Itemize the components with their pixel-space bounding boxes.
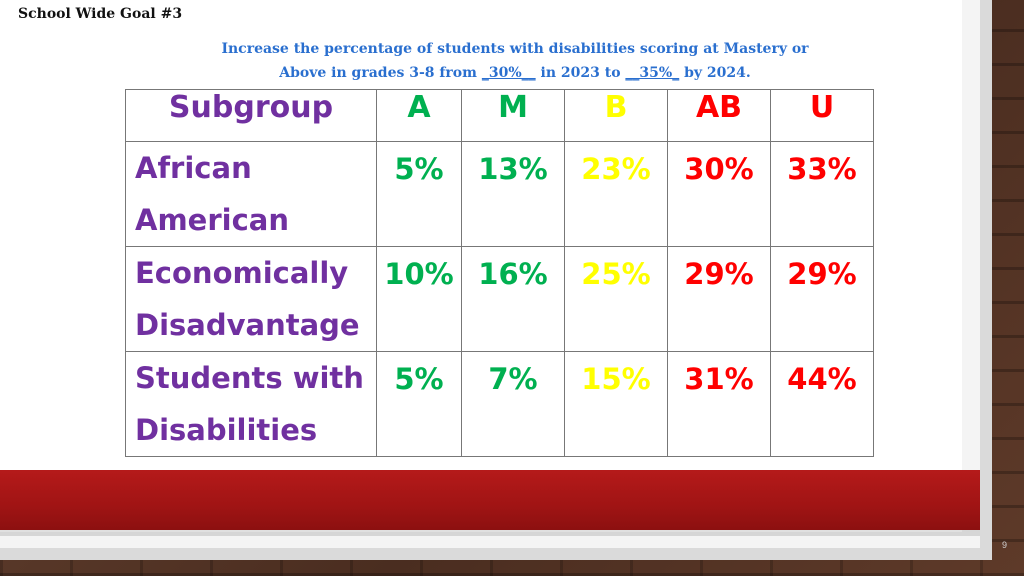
goal-description: Increase the percentage of students with… xyxy=(90,37,940,85)
slide: School Wide Goal #3 Increase the percent… xyxy=(0,0,980,548)
cell-u: 29% xyxy=(770,246,874,352)
cell-ab: 31% xyxy=(667,351,771,457)
table-row: Economically Disadvantage 10% 16% 25% 29%… xyxy=(125,246,874,352)
cell-b: 25% xyxy=(564,246,668,352)
cell-m: 13% xyxy=(461,141,565,247)
cell-ab: 29% xyxy=(667,246,771,352)
header-b: B xyxy=(564,89,668,142)
row-label-line2: Disadvantage xyxy=(135,308,360,342)
cell-u: 33% xyxy=(770,141,874,247)
target-value: __35%_ xyxy=(625,65,680,81)
page-number: 9 xyxy=(1002,540,1008,550)
band-shadow xyxy=(0,530,980,536)
header-m: M xyxy=(461,89,565,142)
cell-m: 7% xyxy=(461,351,565,457)
header-a: A xyxy=(376,89,462,142)
row-label-line1: Economically xyxy=(135,256,349,290)
goal-title: School Wide Goal #3 xyxy=(18,6,183,22)
cell-a: 10% xyxy=(376,246,462,352)
cell-b: 15% xyxy=(564,351,668,457)
red-accent-band xyxy=(0,470,980,530)
header-u: U xyxy=(770,89,874,142)
header-row: Subgroup A M B AB U xyxy=(125,89,874,142)
performance-table: Subgroup A M B AB U African American 5% 1… xyxy=(125,89,874,457)
row-label-line1: Students with xyxy=(135,361,364,395)
goal-description-line1: Increase the percentage of students with… xyxy=(221,41,809,57)
cell-b: 23% xyxy=(564,141,668,247)
row-label-line2: American xyxy=(135,203,289,237)
goal-description-line2: Above in grades 3-8 from _30%__ in 2023 … xyxy=(90,61,940,85)
line2-post: by 2024. xyxy=(679,65,751,81)
table-row: Students with Disabilities 5% 7% 15% 31% … xyxy=(125,351,874,457)
cell-a: 5% xyxy=(376,141,462,247)
row-label-line2: Disabilities xyxy=(135,413,318,447)
table-row: African American 5% 13% 23% 30% 33% xyxy=(125,141,874,247)
cell-ab: 30% xyxy=(667,141,771,247)
baseline-value: _30%__ xyxy=(481,65,536,81)
cell-a: 5% xyxy=(376,351,462,457)
line2-pre: Above in grades 3-8 from xyxy=(279,65,482,81)
row-label-line1: African xyxy=(135,151,252,185)
row-label-african-american: African American xyxy=(125,141,377,247)
row-label-economically-disadvantage: Economically Disadvantage xyxy=(125,246,377,352)
row-label-students-with-disabilities: Students with Disabilities xyxy=(125,351,377,457)
cell-u: 44% xyxy=(770,351,874,457)
cell-m: 16% xyxy=(461,246,565,352)
header-subgroup: Subgroup xyxy=(125,89,377,142)
header-ab: AB xyxy=(667,89,771,142)
line2-mid: in 2023 to xyxy=(535,65,626,81)
